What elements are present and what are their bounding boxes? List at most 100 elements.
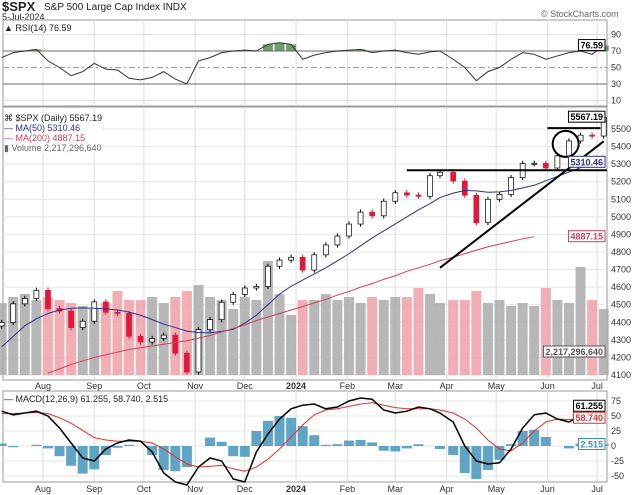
volume-bar	[66, 303, 77, 375]
candle	[496, 194, 503, 200]
candle	[160, 334, 167, 339]
macd-tick-label: 0	[611, 441, 616, 451]
candle	[79, 320, 86, 328]
macd-tick-label: 75	[611, 396, 621, 406]
macd-histogram-bar	[471, 446, 482, 479]
candle	[265, 265, 271, 287]
macd-histogram-bar	[459, 446, 470, 473]
volume-value-tag: 2,217,296,640	[545, 347, 603, 357]
volume-bar	[216, 300, 227, 375]
legend-ma200: — MA(200) 4887.15	[4, 133, 86, 143]
candle	[322, 244, 329, 256]
volume-bar	[274, 294, 285, 375]
ma200-last: 4887.15	[52, 133, 86, 143]
candle	[218, 301, 225, 320]
candle	[589, 134, 595, 137]
x-tick-label: Apr	[440, 484, 454, 494]
chart-date: 5-Jul-2024	[2, 12, 45, 22]
volume-bar	[552, 300, 563, 375]
ma200-value-tag-box	[567, 230, 606, 243]
annotation-circle	[551, 129, 580, 158]
rsi-tick-label: 70	[611, 46, 621, 56]
volume-bar	[251, 300, 262, 375]
price-tick-label: 4200	[611, 352, 631, 362]
volume-bar	[239, 297, 250, 375]
macd-line	[1, 397, 604, 486]
macd-value-tag-box	[572, 399, 606, 412]
signal-value-tag-box	[572, 411, 606, 424]
volume-bar	[54, 300, 65, 375]
volume-bar	[494, 300, 505, 375]
macd-histogram-bar	[494, 446, 505, 460]
rsi-overbought-fill	[274, 42, 285, 51]
hist-value-tag: 2.515	[580, 439, 603, 449]
volume-bar	[320, 294, 331, 375]
volume-bar	[332, 300, 343, 375]
macd-histogram-bar	[31, 444, 42, 446]
macd-histogram-bar	[434, 446, 445, 449]
volume-bar	[112, 291, 123, 375]
candle	[288, 256, 294, 261]
macd-value-tag: 61.255	[575, 401, 603, 411]
candle	[473, 194, 480, 224]
macd-tick-label: -50	[611, 471, 624, 481]
macd-histogram-bar	[482, 446, 493, 470]
candle	[45, 289, 51, 309]
volume-bar	[343, 297, 354, 375]
rsi-overbought-fill	[286, 44, 297, 51]
volume-bar	[390, 297, 401, 375]
volume-bar	[575, 267, 586, 375]
price-tick-label: 4500	[611, 300, 631, 310]
price-last: 5567.19	[69, 113, 103, 123]
candle	[380, 200, 387, 217]
volume-bar	[401, 297, 412, 375]
hist-value-tag-box	[577, 437, 606, 450]
macd-histogram-bar	[0, 443, 7, 446]
macd-histogram-bar	[332, 444, 343, 446]
macd-histogram-bar	[378, 446, 389, 451]
ma50-line	[1, 161, 604, 348]
macd-histogram-bar	[170, 446, 181, 472]
candle	[149, 338, 156, 343]
candle	[10, 303, 17, 323]
candle	[184, 352, 190, 373]
macd-histogram-bar	[54, 446, 65, 457]
x-tick-label: Mar	[388, 381, 404, 391]
candle	[346, 223, 352, 237]
volume-bar	[181, 291, 192, 375]
x-tick-label: Nov	[187, 484, 204, 494]
volume-label: Volume	[11, 143, 42, 153]
candle	[334, 235, 341, 246]
volume-value-tag-box	[542, 345, 606, 358]
candle	[21, 298, 28, 305]
macd-histogram-bar	[448, 446, 459, 455]
candle	[137, 335, 144, 343]
volume-bar	[540, 288, 551, 375]
ma200-value-tag: 4887.15	[570, 232, 603, 242]
candle	[241, 287, 248, 295]
rsi-legend: ▲ RSI(14) 76.59	[4, 23, 72, 33]
price-tick-label: 5300	[611, 159, 631, 169]
candle	[508, 177, 514, 195]
x-tick-label: Jun	[540, 381, 555, 391]
price-tick-label: 4800	[611, 247, 631, 257]
macd-histogram-bar	[563, 446, 574, 449]
volume-bar	[205, 297, 216, 375]
candle	[415, 194, 422, 197]
ma200-label: MA(200)	[15, 133, 51, 143]
x-tick-label: Oct	[137, 484, 152, 494]
rsi-tick-label: 90	[611, 30, 621, 40]
candle	[542, 162, 549, 169]
price-label: $SPX (Daily)	[15, 113, 68, 123]
candle	[485, 198, 491, 224]
x-tick-label: Jul	[591, 484, 603, 494]
candle	[230, 293, 237, 303]
macd-histogram-bar	[100, 446, 111, 455]
price-tick-label: 4100	[611, 370, 631, 380]
volume-bar	[378, 300, 389, 375]
volume-bar	[297, 300, 308, 375]
candle	[68, 310, 74, 328]
candle	[299, 256, 306, 271]
x-tick-label: Jun	[540, 484, 555, 494]
volume-bar	[482, 303, 493, 375]
